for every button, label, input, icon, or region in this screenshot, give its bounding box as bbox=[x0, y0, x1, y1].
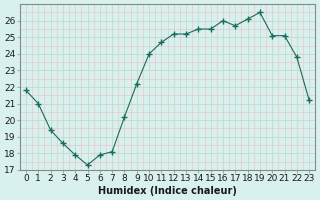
X-axis label: Humidex (Indice chaleur): Humidex (Indice chaleur) bbox=[98, 186, 237, 196]
